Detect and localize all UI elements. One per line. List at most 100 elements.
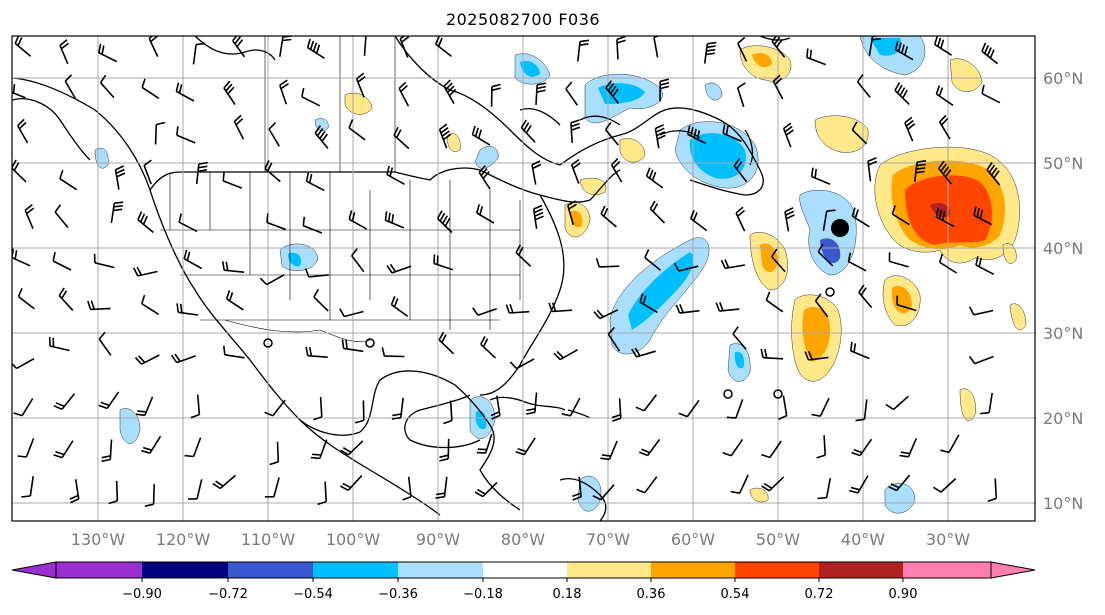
wind-barb — [12, 84, 26, 99]
wind-barb — [212, 474, 236, 490]
positive-area — [752, 52, 772, 68]
wind-barb — [143, 159, 152, 185]
wind-barb — [354, 400, 365, 424]
wind-barb — [195, 161, 208, 185]
wind-barb — [443, 400, 453, 425]
wind-barb — [144, 484, 155, 507]
colorbar-segment — [819, 562, 903, 578]
wind-barb — [561, 397, 581, 417]
wind-barb — [175, 82, 195, 102]
wind-barb — [384, 211, 405, 229]
wind-barb — [223, 80, 236, 106]
wind-barb — [266, 213, 286, 231]
wind-barb — [858, 284, 873, 309]
wind-barb — [720, 259, 746, 270]
wind-barb — [639, 293, 658, 314]
wind-barb — [221, 261, 245, 273]
wind-barb — [553, 349, 578, 361]
wind-barb — [736, 82, 746, 108]
wind-barb — [98, 391, 120, 410]
colorbar-label: −0.54 — [293, 587, 333, 602]
wind-barb — [53, 393, 76, 411]
wind-barb — [816, 435, 826, 459]
positive-area — [749, 487, 769, 503]
wind-barb — [225, 290, 244, 311]
positive-area — [1009, 303, 1027, 330]
wind-barb — [339, 475, 363, 492]
wind-barb — [525, 392, 538, 415]
wind-barb — [572, 476, 582, 501]
wind-barb — [476, 204, 495, 224]
wind-barb — [134, 354, 160, 365]
wind-barb — [259, 274, 285, 286]
wind-barb — [735, 206, 746, 232]
wind-barb — [279, 79, 289, 105]
wind-barb — [531, 160, 542, 185]
wind-barb — [54, 204, 69, 229]
wind-barb — [515, 437, 536, 456]
lat-label: 60°N — [1043, 69, 1083, 88]
wind-barb — [17, 438, 35, 458]
wind-barb — [314, 125, 329, 150]
gridlines — [12, 36, 1035, 521]
wind-barb — [851, 121, 868, 145]
wind-barb — [381, 347, 405, 358]
wind-barb — [986, 161, 1001, 186]
wind-barb — [532, 204, 544, 229]
lon-label: 40°W — [841, 530, 885, 549]
wind-barb — [192, 42, 206, 65]
wind-barb — [304, 268, 329, 278]
wind-barb — [438, 123, 452, 149]
wind-barb — [605, 80, 620, 105]
wind-barb — [176, 303, 199, 316]
wind-barb — [822, 209, 836, 232]
wind-barb — [935, 207, 955, 228]
wind-barb — [848, 475, 869, 494]
lon-label: 120°W — [156, 530, 211, 549]
wind-barb — [935, 85, 954, 106]
wind-barb — [98, 43, 118, 63]
lon-label: 130°W — [71, 530, 126, 549]
wind-barb — [17, 287, 35, 310]
calm-wind-marker — [825, 287, 835, 297]
wind-barb — [190, 394, 201, 419]
longitude-labels: 130°W 120°W 110°W 100°W 90°W 80°W 70°W 6… — [71, 530, 970, 549]
wind-barb — [435, 476, 448, 499]
wind-barb — [21, 475, 34, 498]
positive-area — [892, 285, 912, 314]
wind-barb — [317, 481, 327, 506]
wind-barb — [913, 160, 927, 182]
calm-wind-marker — [773, 389, 783, 399]
wind-barb — [856, 74, 871, 98]
wind-barb — [567, 200, 577, 226]
wind-barb — [141, 294, 160, 316]
wind-barb — [474, 481, 498, 498]
wind-barb — [110, 201, 124, 224]
wind-barb — [888, 252, 909, 268]
colorbar-segment — [56, 562, 142, 578]
wind-barb — [480, 336, 497, 359]
wind-barb — [604, 121, 619, 146]
wind-barb — [600, 205, 617, 228]
wind-barb — [703, 41, 717, 64]
wind-barb — [649, 200, 666, 224]
wind-barb — [87, 300, 111, 311]
colorbar-extend-high — [990, 561, 1036, 579]
wind-barb — [141, 78, 160, 100]
wind-barb — [577, 39, 590, 62]
wind-barbs — [12, 36, 1001, 507]
wind-barb — [341, 339, 364, 353]
wind-barb — [12, 358, 35, 370]
wind-barb — [932, 478, 957, 493]
wind-barb — [348, 210, 368, 230]
colorbar-segment — [483, 562, 567, 578]
colorbar-segment — [398, 562, 483, 578]
wind-barb — [390, 296, 409, 318]
wind-barb — [784, 207, 795, 232]
wind-barb — [515, 244, 532, 267]
negative-area — [704, 82, 723, 101]
lat-label: 30°N — [1043, 324, 1083, 343]
wind-barb — [737, 36, 748, 62]
wind-barb — [306, 38, 325, 59]
